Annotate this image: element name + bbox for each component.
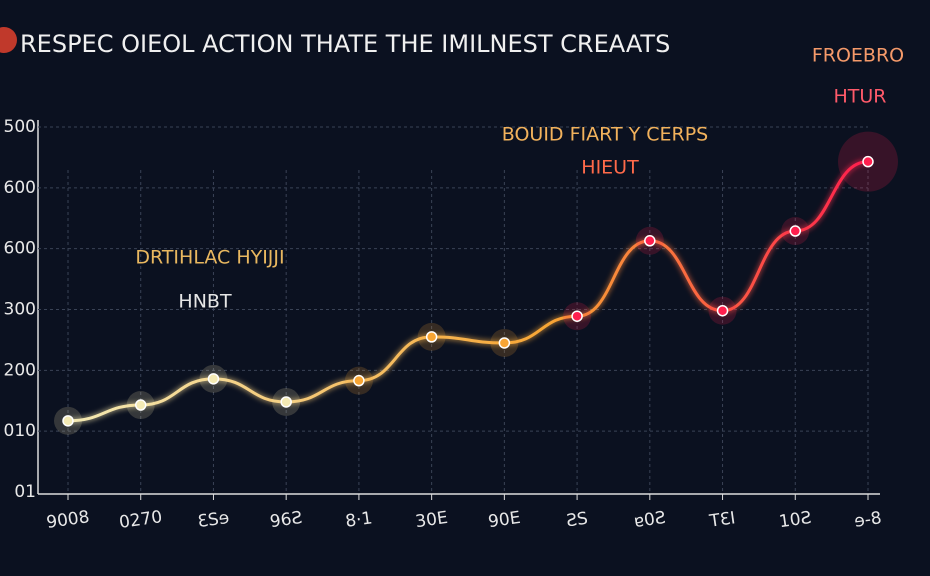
x-tick-label: 90E (487, 508, 522, 532)
y-tick-label: 500 (4, 117, 36, 137)
x-tick-label: ɘ-8 (853, 508, 883, 532)
point (353, 374, 365, 387)
y-tick-label: 010 (4, 421, 36, 441)
annotation: HNBT (178, 291, 232, 313)
logo (0, 27, 17, 53)
annotation: DRTIHLAC HYIJJI (135, 247, 284, 269)
y-tick-label: 300 (4, 300, 36, 320)
x-tick-label: 30E (414, 508, 449, 532)
point (280, 396, 292, 408)
x-tick-label: 10Ƨ (778, 508, 813, 532)
annotation: FROEBRO (812, 45, 904, 67)
point (207, 373, 220, 385)
point (571, 310, 583, 322)
annotation: BOUID FIART Y CERPS (502, 124, 708, 146)
y-tick-label: 200 (4, 360, 36, 380)
point (789, 225, 802, 237)
x-tick-label: 9008 (45, 507, 91, 533)
x-tick-label: ƧS (565, 509, 589, 532)
annotation: HIEUT (581, 157, 639, 179)
point (498, 337, 511, 349)
point (716, 304, 729, 317)
chart-title: RESPEC OIEOL ACTION THATE THE IMILNEST C… (20, 30, 670, 58)
point (425, 331, 438, 343)
x-tick-label: TƐI (707, 508, 736, 532)
x-tick-label: ɐ0Ƨ (633, 508, 667, 532)
x-tick-label: 96Ƨ (269, 508, 304, 532)
point (644, 235, 656, 247)
point (862, 155, 874, 168)
point (134, 399, 147, 411)
y-tick-label: 01 (14, 482, 36, 502)
annotation: HTUR (833, 86, 886, 108)
y-tick-label: 600 (4, 178, 36, 198)
x-tick-label: ƐSɘ (196, 508, 230, 532)
x-tick-label: 8·1 (344, 508, 374, 532)
x-tick-label: 0270 (118, 507, 164, 533)
point (62, 415, 74, 427)
y-tick-label: 600 (4, 239, 36, 259)
